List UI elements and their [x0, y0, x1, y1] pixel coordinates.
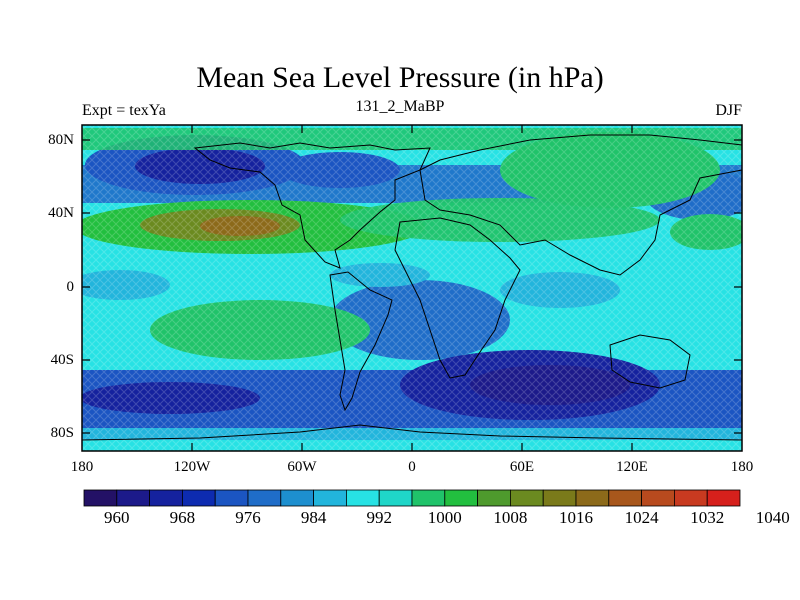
colorbar-swatch [542, 489, 577, 507]
period-label: 131_2_MaBP [355, 98, 445, 115]
colorbar-swatch [116, 489, 151, 507]
colorbar-swatch [706, 489, 741, 507]
pressure-field [82, 125, 742, 451]
coastline-north-america [193, 142, 431, 269]
colorbar-label: 984 [300, 508, 327, 527]
colorbar-swatch [509, 489, 544, 507]
colorbar-swatch [214, 489, 249, 507]
x-tick-label-0: 0 [408, 459, 416, 475]
colorbar-swatch [181, 489, 216, 507]
coastline-australia [609, 334, 691, 389]
y-tick-label-0: 0 [66, 279, 75, 295]
colorbar-label: 1008 [493, 508, 528, 527]
field-hatch-overlay [82, 125, 742, 451]
x-tick-label-180e: 180 [730, 459, 754, 475]
coastlines [82, 134, 742, 441]
colorbar-swatch [411, 489, 446, 507]
colorbar [83, 489, 741, 507]
colorbar-swatch [149, 489, 183, 507]
colorbar-swatch [378, 489, 413, 507]
coastline-antarctica [82, 424, 742, 441]
y-tick-label-40s: 40S [50, 352, 74, 368]
colorbar-swatch [444, 489, 478, 507]
colorbar-swatch [313, 489, 347, 507]
y-tick-label-80n: 80N [48, 132, 74, 148]
axis-ticks [82, 125, 742, 451]
colorbar-swatch [641, 489, 675, 507]
x-tick-label-120w: 120W [173, 459, 211, 475]
colorbar-label: 960 [104, 508, 130, 527]
colorbar-swatch [608, 489, 642, 507]
x-tick-label-120e: 120E [616, 459, 648, 475]
colorbar-swatch [247, 489, 282, 507]
colorbar-label: 968 [169, 508, 196, 527]
y-tick-label-40n: 40N [48, 205, 74, 221]
season-label: DJF [715, 102, 742, 119]
colorbar-label: 1016 [559, 508, 593, 527]
coastline-eurasia [419, 134, 742, 276]
colorbar-swatch [477, 489, 511, 507]
experiment-label: Expt = texYa [82, 102, 166, 119]
colorbar-label: 1032 [690, 508, 725, 527]
coastline-africa [394, 217, 521, 379]
colorbar-swatch [345, 489, 380, 507]
x-tick-label-180w: 180 [70, 459, 94, 475]
colorbar-label: 1024 [624, 508, 659, 527]
x-tick-label-60e: 60E [509, 459, 535, 475]
x-tick-label-60w: 60W [287, 459, 317, 475]
colorbar-label: 976 [235, 508, 261, 527]
colorbar-swatch [575, 489, 610, 507]
colorbar-swatch [674, 489, 708, 507]
colorbar-swatch [83, 489, 118, 507]
coastline-south-america [329, 271, 393, 412]
colorbar-swatch [280, 489, 314, 507]
colorbar-label: 1040 [755, 508, 790, 527]
colorbar-label: 992 [366, 508, 392, 527]
colorbar-label: 1000 [427, 508, 462, 527]
chart-title: Mean Sea Level Pressure (in hPa) [196, 61, 604, 94]
y-tick-label-80s: 80S [50, 425, 74, 441]
